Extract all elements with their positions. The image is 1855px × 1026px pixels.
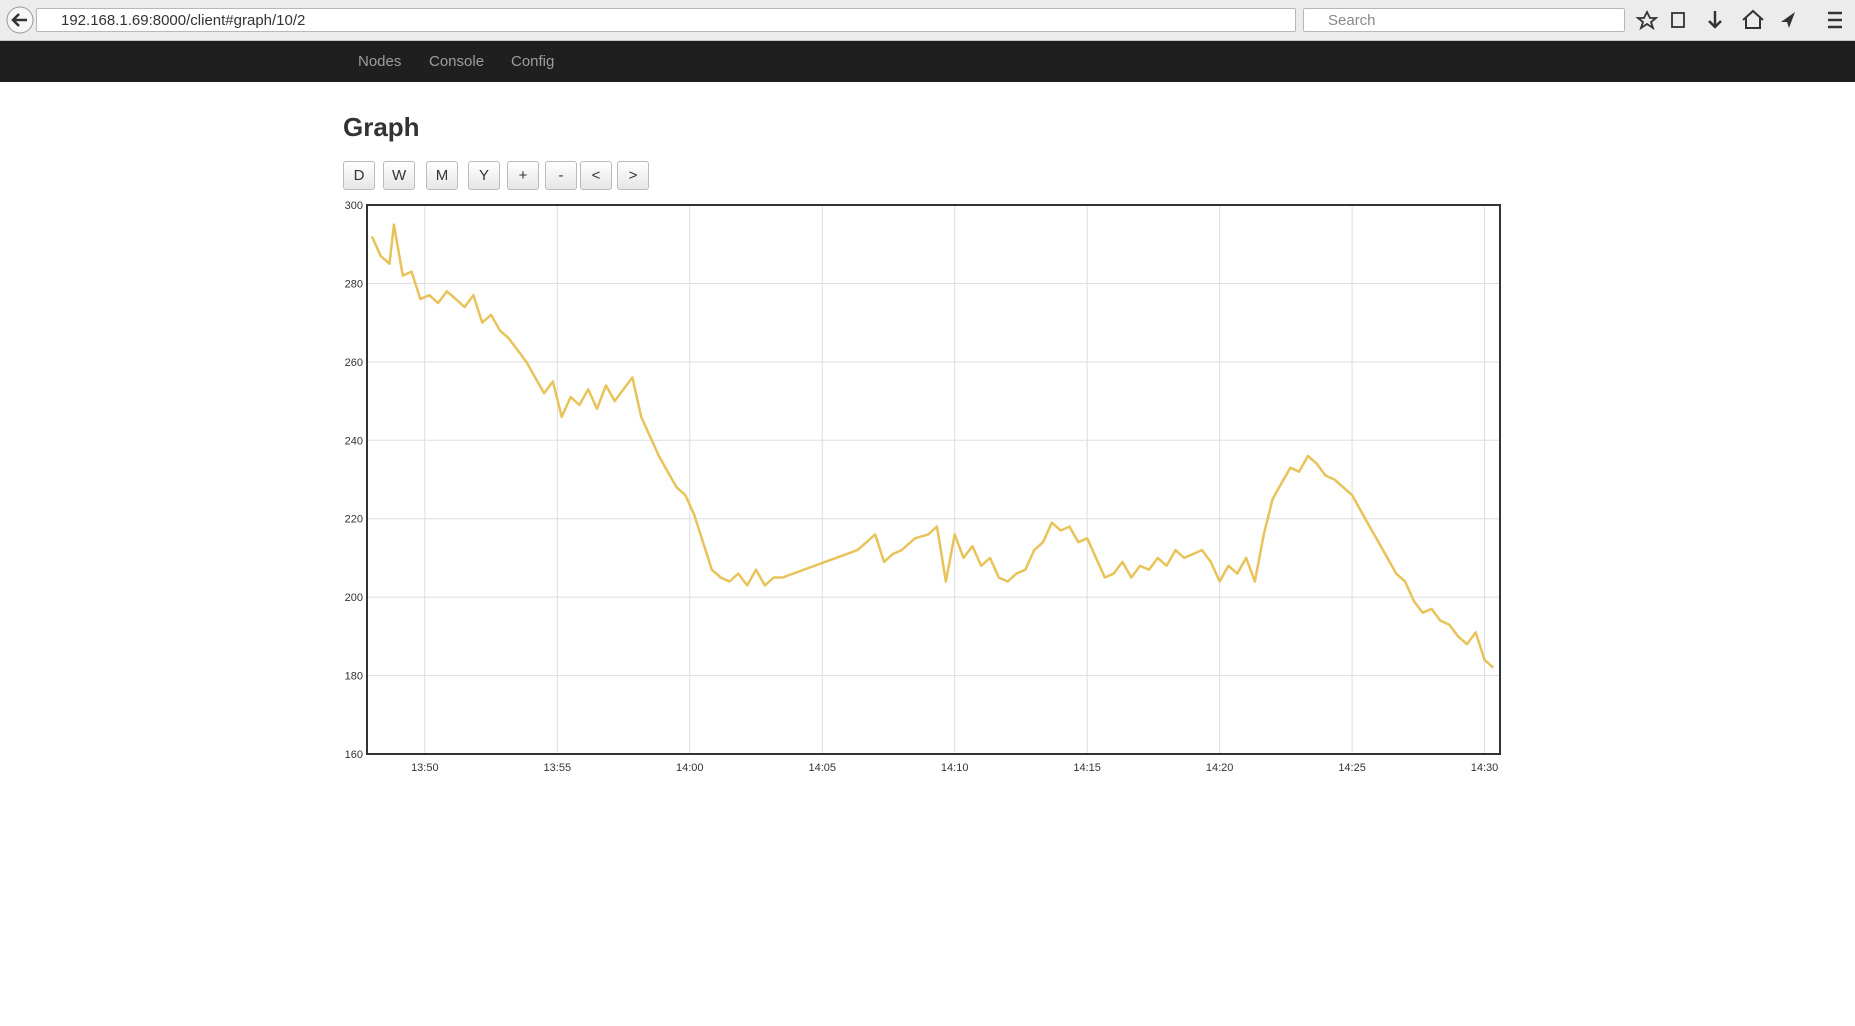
navbar: Nodes Console Config [0, 41, 1855, 82]
range-button[interactable]: + [507, 161, 539, 190]
range-button[interactable]: D [343, 161, 375, 190]
range-button[interactable]: < [580, 161, 612, 190]
y-tick-label: 260 [345, 357, 363, 369]
y-tick-label: 240 [345, 435, 363, 447]
search-placeholder: Search [1328, 12, 1376, 29]
x-tick-label: 14:20 [1206, 762, 1234, 774]
y-tick-label: 180 [345, 671, 363, 683]
back-button[interactable] [0, 0, 40, 40]
url-bar[interactable]: 192.168.1.69:8000/client#graph/10/2 [36, 8, 1296, 32]
x-tick-label: 14:30 [1471, 762, 1499, 774]
data-line [370, 223, 1495, 669]
url-text: 192.168.1.69:8000/client#graph/10/2 [61, 12, 306, 29]
browser-toolbar: 192.168.1.69:8000/client#graph/10/2 Sear… [0, 0, 1855, 41]
range-button[interactable]: M [426, 161, 458, 190]
y-tick-label: 160 [345, 749, 363, 761]
search-bar[interactable]: Search [1303, 8, 1625, 32]
x-tick-label: 14:05 [808, 762, 836, 774]
x-tick-label: 13:55 [544, 762, 572, 774]
x-tick-label: 14:10 [941, 762, 969, 774]
nav-link[interactable]: Nodes [358, 53, 402, 70]
x-tick-label: 14:15 [1073, 762, 1101, 774]
x-tick-label: 14:25 [1338, 762, 1366, 774]
y-tick-label: 280 [345, 278, 363, 290]
y-tick-label: 200 [345, 592, 363, 604]
page-heading: Graph [343, 112, 420, 142]
y-tick-label: 300 [345, 200, 363, 212]
toolbar-icons [1635, 9, 1842, 31]
nav-link[interactable]: Console [429, 53, 485, 70]
x-tick-label: 13:50 [411, 762, 439, 774]
range-button[interactable]: W [383, 161, 416, 190]
chart: 160 180 200 220 240 260 280 300 13:50 13:55 14:00 1… [345, 200, 1501, 774]
range-button[interactable]: - [545, 161, 577, 190]
plot-frame [366, 204, 1501, 755]
range-button[interactable]: Y [468, 161, 500, 190]
y-tick-label: 220 [345, 514, 363, 526]
x-tick-label: 14:00 [676, 762, 704, 774]
nav-link[interactable]: Config [511, 53, 555, 70]
range-button[interactable]: > [617, 161, 649, 190]
